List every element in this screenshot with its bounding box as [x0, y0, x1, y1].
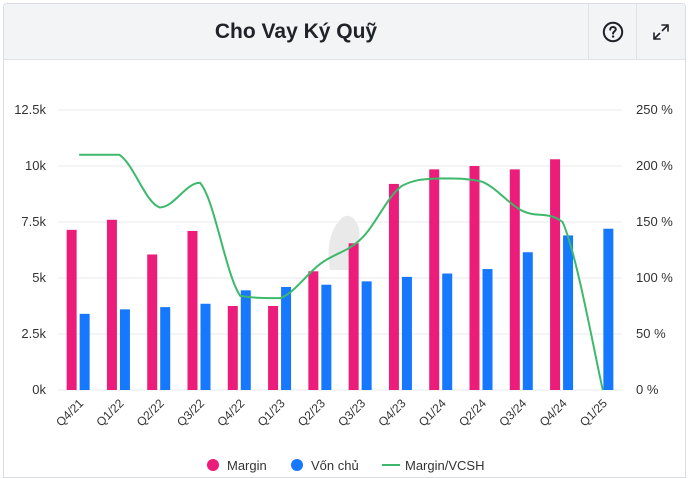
bar-von-chu [442, 273, 453, 390]
x-tick-label: Q3/24 [496, 396, 529, 429]
y-right-tick-label: 0 % [636, 382, 659, 397]
expand-button[interactable] [636, 4, 684, 60]
y-right-tick-label: 200 % [636, 158, 673, 173]
bar-von-chu [482, 269, 493, 390]
y-left-tick-label: 10k [25, 158, 46, 173]
bar-margin [147, 254, 158, 390]
bar-margin [469, 166, 480, 390]
bar-margin [550, 159, 561, 390]
bar-von-chu [200, 303, 211, 390]
card-header: Cho Vay Ký Quỹ [4, 4, 685, 60]
y-left-tick-label: 5k [32, 270, 46, 285]
y-right-tick-label: 50 % [636, 326, 666, 341]
bar-von-chu [281, 286, 292, 390]
x-tick-label: Q4/24 [537, 396, 570, 429]
x-tick-label: Q2/22 [134, 396, 167, 429]
bar-margin [388, 183, 399, 390]
bar-margin [308, 271, 319, 390]
chart-title: Cho Vay Ký Quỹ [214, 20, 378, 43]
x-tick-label: Q1/25 [577, 396, 610, 429]
legend-von-chu[interactable]: Vốn chủ [291, 458, 359, 473]
y-left-tick-label: 7.5k [21, 214, 46, 229]
x-tick-label: Q1/23 [255, 396, 288, 429]
bar-von-chu [361, 281, 372, 390]
y-right-tick-label: 250 % [636, 102, 673, 117]
question-circle-icon [602, 21, 623, 43]
legend-margin[interactable]: Margin [207, 458, 267, 473]
legend-margin-vcsh-label: Margin/VCSH [405, 458, 484, 473]
bar-margin [106, 219, 117, 390]
bar-von-chu [401, 276, 412, 390]
bar-von-chu [563, 235, 574, 390]
bar-von-chu [321, 284, 332, 390]
x-tick-label: Q4/23 [376, 396, 409, 429]
bar-von-chu [160, 307, 171, 390]
bar-margin [429, 169, 440, 390]
x-tick-label: Q2/23 [295, 396, 328, 429]
expand-arrows-icon [652, 24, 669, 40]
x-tick-label: Q4/21 [53, 396, 86, 429]
x-tick-label: Q1/22 [94, 396, 127, 429]
legend-margin-marker [207, 459, 219, 471]
y-left-tick-label: 0k [32, 382, 46, 397]
bar-von-chu [79, 313, 90, 390]
y-right-tick-label: 150 % [636, 214, 673, 229]
x-tick-label: Q1/24 [416, 396, 449, 429]
line-margin-vcsh [79, 153, 604, 391]
bar-von-chu [603, 228, 614, 390]
bar-margin [187, 230, 198, 390]
legend-von-chu-marker [291, 459, 303, 471]
bar-von-chu [240, 290, 251, 390]
y-left-tick-label: 12.5k [14, 102, 46, 117]
bar-margin [509, 169, 520, 390]
help-button[interactable] [588, 4, 636, 60]
y-left-tick-label: 2.5k [21, 326, 46, 341]
bar-von-chu [522, 252, 533, 390]
bar-margin [268, 306, 279, 390]
bar-margin [66, 229, 77, 390]
x-tick-label: Q2/24 [456, 396, 489, 429]
bar-von-chu [119, 309, 130, 390]
bar-margin [227, 306, 238, 390]
bar-margin [348, 243, 359, 390]
x-tick-label: Q3/22 [174, 396, 207, 429]
x-tick-label: Q4/22 [214, 396, 247, 429]
legend-margin-label: Margin [227, 458, 267, 473]
x-tick-label: Q3/23 [335, 396, 368, 429]
y-right-tick-label: 100 % [636, 270, 673, 285]
legend-margin-vcsh[interactable]: Margin/VCSH [382, 458, 484, 473]
legend-von-chu-label: Vốn chủ [311, 458, 359, 473]
